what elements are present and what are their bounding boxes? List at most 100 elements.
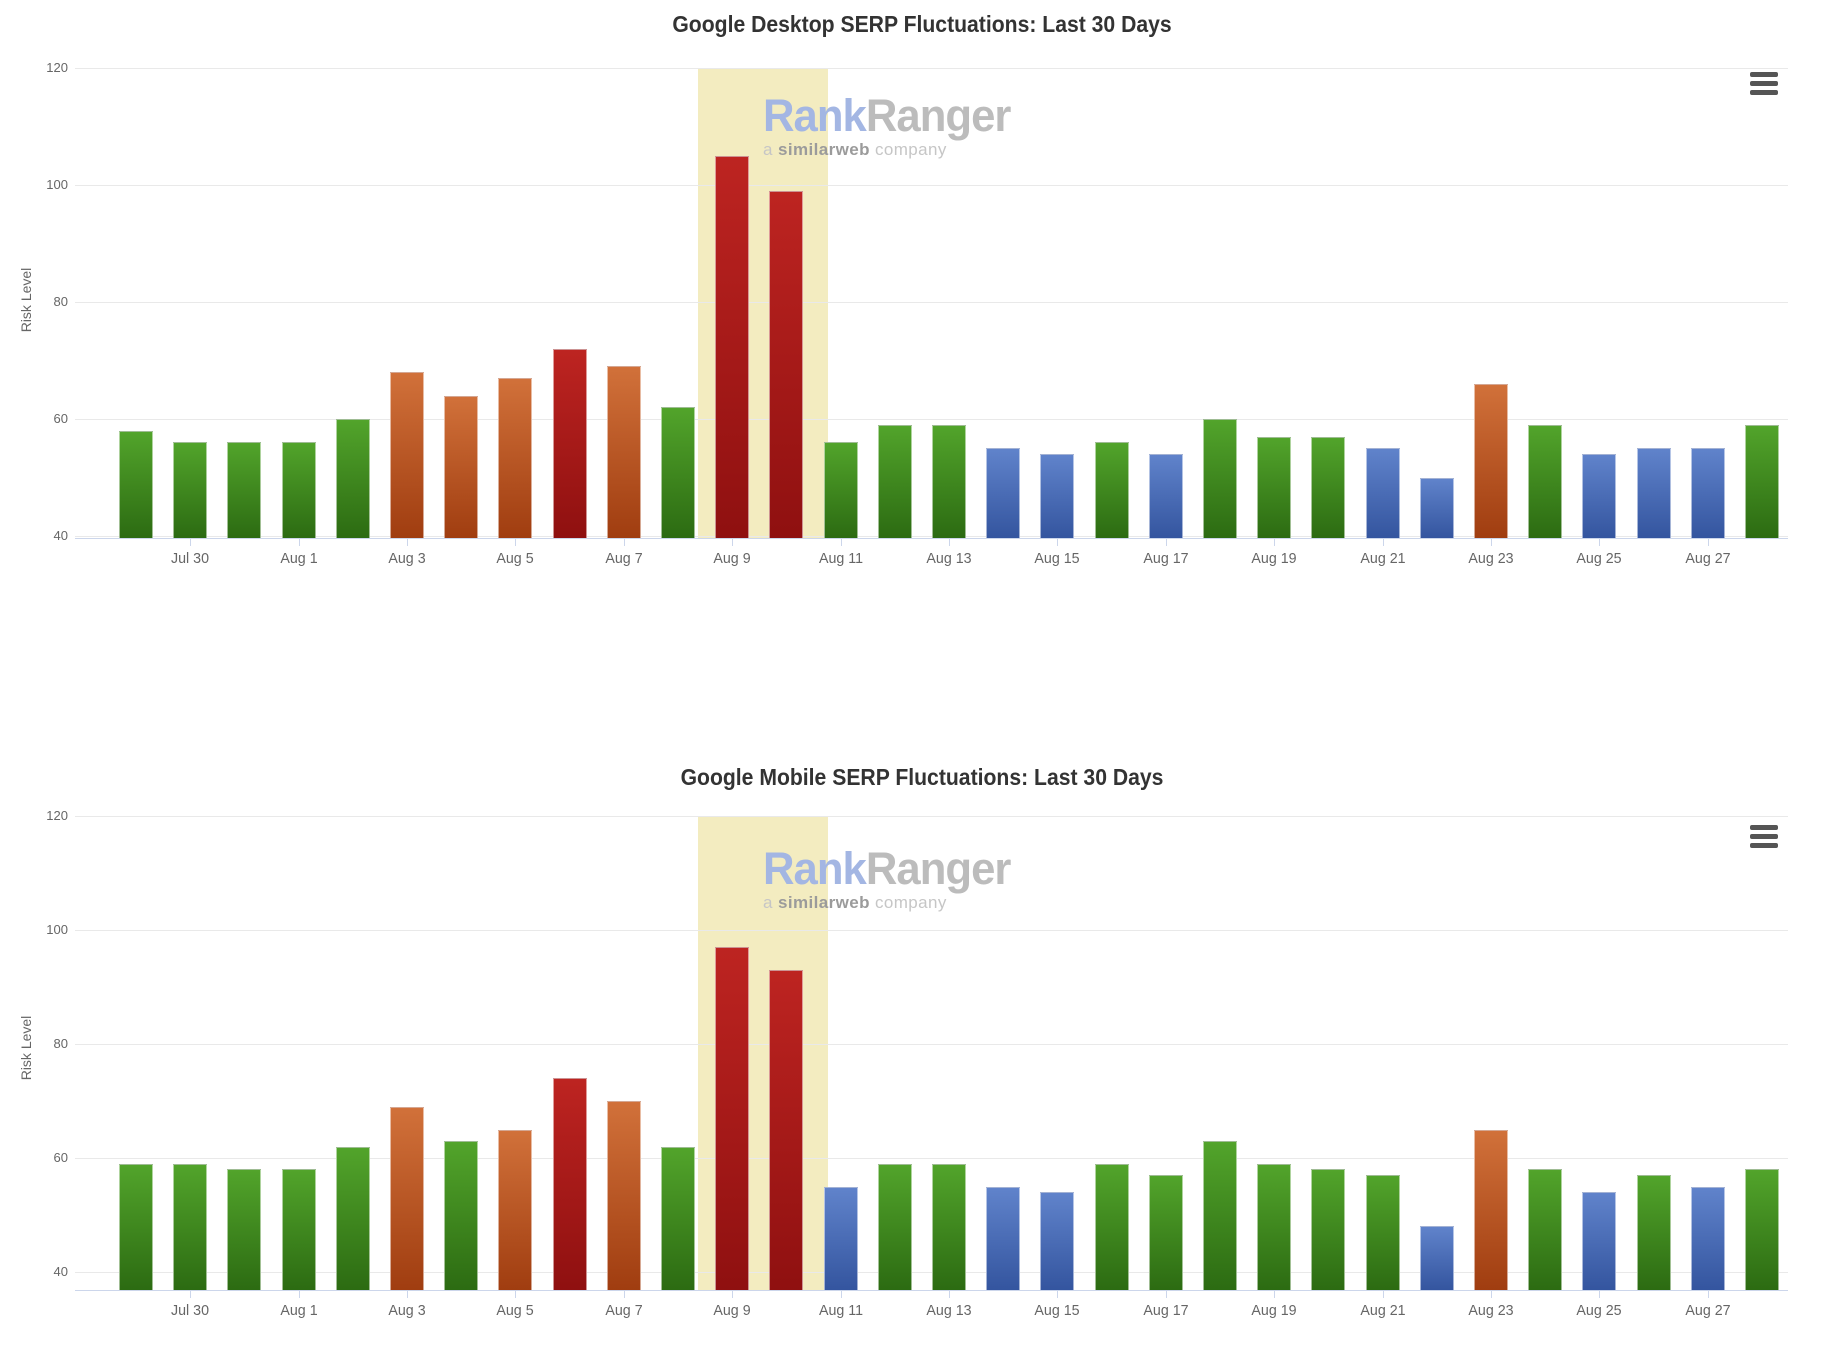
bar[interactable] [335, 419, 370, 538]
y-gridline [75, 68, 1788, 69]
x-axis-tick-label: Aug 7 [605, 1302, 643, 1319]
bar[interactable] [227, 1169, 262, 1290]
bar[interactable] [1148, 1175, 1183, 1290]
x-axis-line [75, 1290, 1788, 1291]
x-axis-tick-label: Aug 7 [605, 550, 643, 567]
watermark-tagline: a similarweb company [763, 894, 1018, 911]
chart-context-menu-button[interactable] [1750, 824, 1778, 849]
bar[interactable] [715, 947, 750, 1290]
bar[interactable] [661, 407, 695, 538]
bar[interactable] [1311, 1169, 1346, 1290]
x-axis-tick-label: Aug 5 [496, 550, 535, 567]
bar[interactable] [1257, 1163, 1292, 1290]
y-axis-tick-label: 80 [53, 294, 68, 309]
x-axis-tick [1165, 539, 1167, 546]
watermark-tagline-suffix: company [869, 893, 947, 912]
bar[interactable] [335, 1146, 370, 1290]
bar[interactable] [1690, 1186, 1725, 1290]
bar[interactable] [1094, 1163, 1129, 1290]
bar[interactable] [823, 1186, 858, 1290]
bar[interactable] [986, 448, 1021, 538]
x-axis-tick-label: Aug 17 [1143, 550, 1189, 567]
x-axis-tick [623, 539, 625, 546]
x-axis-tick [298, 1291, 300, 1298]
x-axis-tick [623, 1291, 625, 1298]
bar[interactable] [1040, 454, 1075, 538]
bar[interactable] [1365, 448, 1400, 538]
bar[interactable] [932, 424, 966, 538]
bar[interactable] [444, 395, 479, 538]
y-gridline [75, 1158, 1788, 1159]
bar[interactable] [1203, 419, 1237, 538]
bar[interactable] [1636, 1175, 1671, 1290]
bar[interactable] [1419, 1226, 1454, 1290]
bar[interactable] [227, 442, 262, 538]
x-axis-tick-label: Aug 11 [818, 1302, 863, 1319]
bar[interactable] [444, 1140, 479, 1290]
bar[interactable] [1257, 436, 1292, 538]
x-axis-tick [949, 1291, 950, 1298]
bar[interactable] [1419, 477, 1454, 538]
x-axis-tick [1165, 1291, 1167, 1298]
x-axis-tick [1057, 539, 1059, 546]
bar[interactable] [823, 442, 858, 538]
bar[interactable] [1474, 1129, 1508, 1290]
bar[interactable] [1094, 442, 1129, 538]
bar[interactable] [661, 1146, 695, 1290]
y-axis-title: Risk Level [18, 267, 34, 333]
x-axis-tick-label: Aug 15 [1034, 1302, 1080, 1319]
bar[interactable] [1040, 1192, 1075, 1290]
bar[interactable] [877, 424, 912, 538]
hamburger-bar [1750, 843, 1778, 848]
bar[interactable] [1528, 424, 1563, 538]
chart-panel-mobile: Google Mobile SERP Fluctuations: Last 30… [0, 753, 1834, 1366]
x-axis-tick-label: Aug 9 [713, 550, 751, 567]
rankranger-watermark: RankRanger a similarweb company [763, 846, 1018, 911]
bar[interactable] [1745, 1169, 1779, 1290]
bar[interactable] [390, 1106, 424, 1290]
bar[interactable] [498, 378, 533, 538]
bar[interactable] [1582, 454, 1617, 538]
bar[interactable] [281, 1169, 316, 1290]
x-axis-tick [190, 539, 192, 546]
y-gridline [75, 536, 1788, 537]
hamburger-bar [1750, 825, 1778, 830]
bar[interactable] [281, 442, 316, 538]
bar[interactable] [1311, 436, 1346, 538]
bar[interactable] [986, 1186, 1021, 1290]
bar[interactable] [173, 442, 208, 538]
bar[interactable] [1365, 1175, 1400, 1290]
watermark-tagline-prefix: a [763, 140, 778, 159]
y-gridline [75, 185, 1788, 186]
bar[interactable] [769, 190, 804, 538]
bar[interactable] [1690, 448, 1725, 538]
bar[interactable] [1582, 1192, 1617, 1290]
bar[interactable] [552, 348, 587, 538]
bar[interactable] [1636, 448, 1671, 538]
bar[interactable] [390, 372, 424, 538]
bar[interactable] [769, 969, 804, 1290]
hamburger-bar [1750, 834, 1778, 839]
bar[interactable] [877, 1163, 912, 1290]
bar[interactable] [1148, 454, 1183, 538]
rankranger-logo-text: RankRanger [763, 846, 1011, 891]
bar[interactable] [119, 430, 153, 538]
bar[interactable] [606, 1101, 641, 1290]
chart-title: Google Desktop SERP Fluctuations: Last 3… [671, 11, 1172, 37]
bar[interactable] [1528, 1169, 1563, 1290]
bar[interactable] [173, 1163, 208, 1290]
bar[interactable] [1203, 1140, 1237, 1290]
bar[interactable] [606, 366, 641, 538]
bar[interactable] [932, 1163, 966, 1290]
watermark-brand-secondary: Ranger [865, 843, 1012, 894]
x-axis-tick [1057, 1291, 1059, 1298]
bar[interactable] [498, 1129, 533, 1290]
x-axis-tick [1599, 539, 1601, 546]
bar[interactable] [1745, 424, 1779, 538]
watermark-tagline: a similarweb company [763, 141, 1018, 158]
bar[interactable] [715, 155, 750, 538]
bar[interactable] [552, 1078, 587, 1290]
chart-context-menu-button[interactable] [1750, 71, 1778, 96]
bar[interactable] [1474, 383, 1508, 538]
bar[interactable] [119, 1163, 153, 1290]
